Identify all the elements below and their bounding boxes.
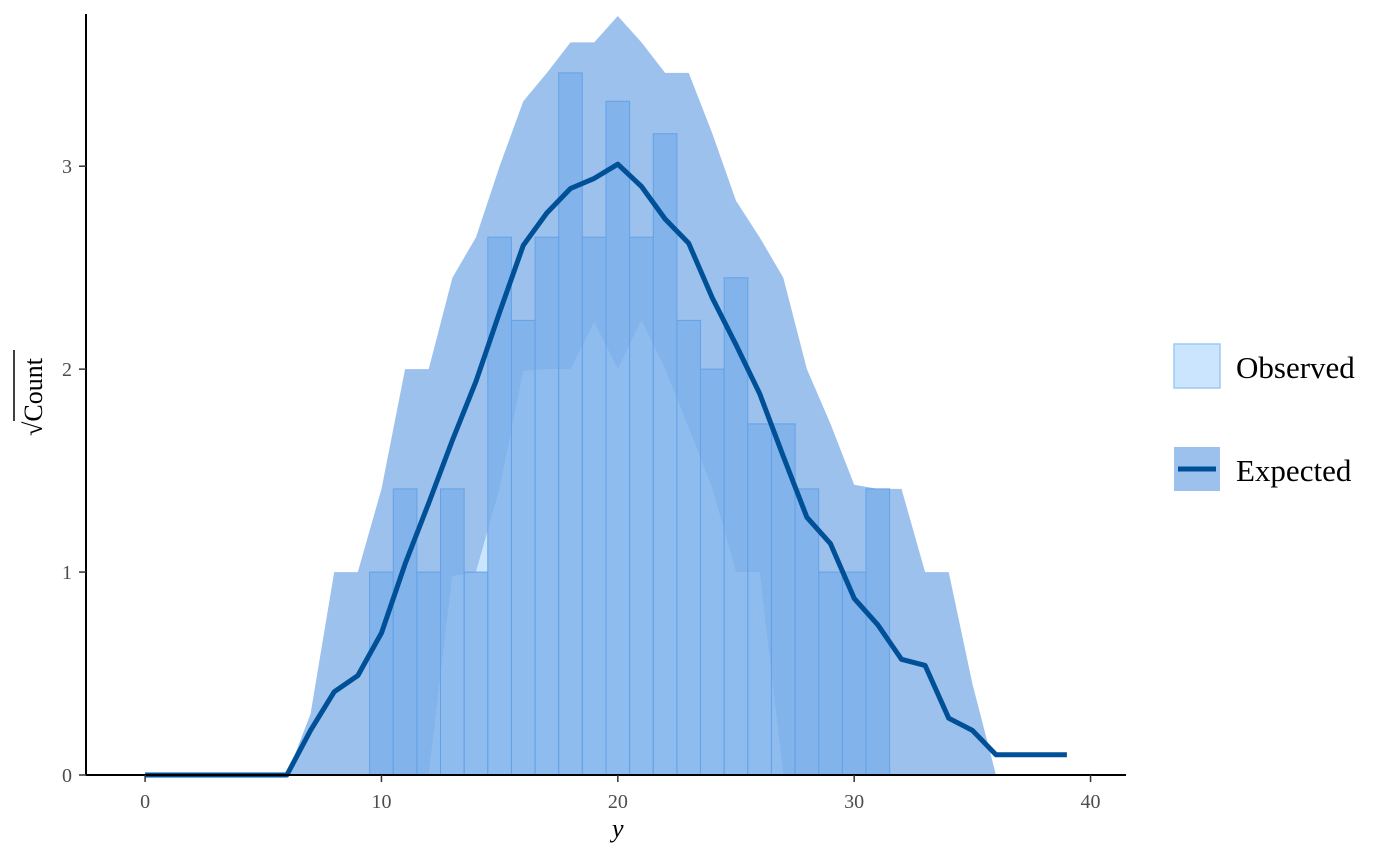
svg-text:√Count: √Count bbox=[19, 357, 48, 436]
observed-bar bbox=[581, 236, 607, 776]
observed-bar bbox=[818, 571, 843, 776]
observed-bar bbox=[841, 571, 867, 776]
legend-key-observed bbox=[1173, 343, 1221, 389]
y-axis-ticks: 0 1 2 3 bbox=[62, 156, 86, 787]
x-axis-ticks: 0 10 20 30 40 bbox=[140, 775, 1101, 813]
observed-bar bbox=[676, 319, 702, 776]
observed-bar bbox=[392, 488, 418, 776]
observed-bar bbox=[511, 319, 536, 776]
observed-bar bbox=[794, 488, 820, 776]
x-tick-label: 40 bbox=[1081, 791, 1101, 813]
axes: 0 10 20 30 40 0 1 2 3 bbox=[62, 14, 1126, 813]
observed-bar bbox=[700, 368, 725, 776]
x-tick-label: 20 bbox=[608, 791, 628, 813]
y-axis-title: √Count bbox=[13, 350, 48, 436]
legend: Observed Expected bbox=[1173, 343, 1355, 491]
x-tick-label: 10 bbox=[371, 791, 391, 813]
expected-line bbox=[145, 161, 1067, 778]
y-tick-label: 2 bbox=[62, 359, 72, 381]
observed-bar bbox=[605, 100, 631, 776]
y-tick-label: 0 bbox=[62, 765, 72, 787]
observed-bars bbox=[369, 72, 891, 776]
observed-bar bbox=[865, 488, 891, 776]
observed-bar bbox=[463, 571, 489, 776]
y-axis-title-label: Count bbox=[19, 357, 48, 421]
x-axis-title: y bbox=[609, 814, 624, 843]
observed-bar bbox=[440, 488, 465, 776]
observed-bar bbox=[629, 236, 654, 776]
y-tick-label: 3 bbox=[62, 156, 72, 178]
observed-bar bbox=[416, 571, 441, 776]
observed-bar bbox=[747, 423, 772, 776]
x-tick-label: 0 bbox=[140, 791, 150, 813]
observed-bar bbox=[534, 236, 560, 776]
observed-bar bbox=[558, 72, 583, 776]
plot-panel bbox=[145, 16, 1067, 778]
y-tick-label: 1 bbox=[62, 562, 72, 584]
legend-label-observed: Observed bbox=[1236, 350, 1355, 385]
legend-item-observed: Observed bbox=[1173, 343, 1355, 389]
observed-bar bbox=[723, 277, 749, 776]
legend-item-expected: Expected bbox=[1174, 447, 1352, 491]
legend-label-expected: Expected bbox=[1236, 453, 1352, 488]
y-axis-title-prefix: √ bbox=[19, 421, 48, 436]
x-tick-label: 30 bbox=[844, 791, 864, 813]
